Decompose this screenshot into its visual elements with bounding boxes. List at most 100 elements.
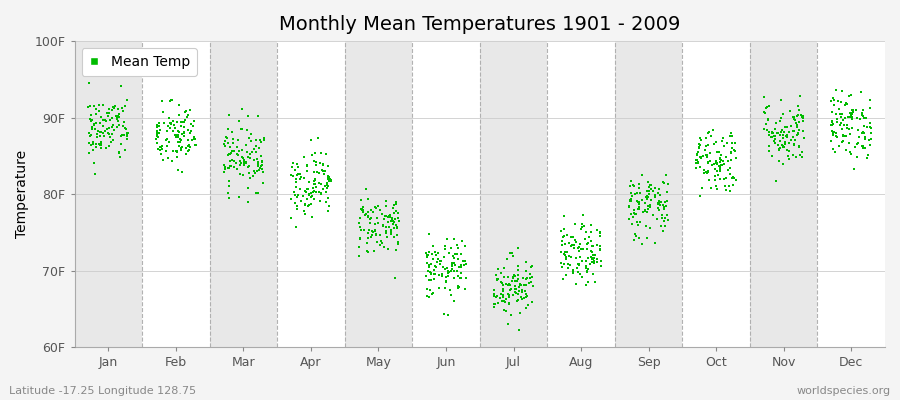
Point	[648, 185, 662, 192]
Point	[305, 188, 320, 195]
Point	[572, 261, 586, 268]
Point	[378, 212, 392, 219]
Point	[792, 152, 806, 158]
Point	[631, 181, 645, 188]
Point	[516, 274, 530, 281]
Point	[626, 182, 641, 189]
Point	[242, 170, 256, 176]
Point	[303, 190, 318, 196]
Bar	[142, 41, 210, 347]
Point	[786, 127, 800, 134]
Point	[444, 268, 458, 274]
Text: worldspecies.org: worldspecies.org	[796, 386, 891, 396]
Point	[427, 276, 441, 282]
Point	[174, 123, 188, 129]
Point	[156, 157, 170, 164]
Point	[156, 98, 170, 104]
Point	[319, 151, 333, 157]
Point	[218, 138, 232, 145]
Point	[112, 154, 127, 160]
Point	[183, 130, 197, 136]
Point	[231, 152, 246, 158]
Point	[848, 144, 862, 150]
Point	[501, 274, 516, 280]
Point	[643, 202, 657, 208]
Point	[169, 119, 184, 126]
Point	[579, 258, 593, 264]
Point	[517, 294, 531, 301]
Point	[224, 157, 238, 164]
Point	[158, 148, 173, 154]
Point	[624, 197, 638, 204]
Point	[562, 262, 577, 268]
Point	[504, 286, 518, 292]
Point	[353, 235, 367, 241]
Point	[790, 112, 805, 118]
Point	[307, 188, 321, 194]
Point	[634, 241, 649, 247]
Point	[642, 206, 656, 212]
Point	[310, 169, 324, 176]
Point	[709, 186, 724, 192]
Point	[701, 176, 716, 183]
Point	[593, 258, 608, 264]
Point	[780, 124, 795, 130]
Point	[252, 144, 266, 151]
Point	[579, 263, 593, 269]
Point	[90, 134, 104, 140]
Point	[443, 287, 457, 294]
Point	[383, 229, 398, 236]
Point	[495, 280, 509, 286]
Point	[88, 120, 103, 126]
Point	[768, 126, 782, 132]
Point	[572, 243, 587, 250]
Point	[172, 102, 186, 108]
Point	[509, 289, 524, 296]
Point	[575, 246, 590, 252]
Point	[166, 128, 180, 134]
Point	[167, 132, 182, 138]
Point	[302, 191, 317, 198]
Point	[241, 135, 256, 141]
Point	[320, 182, 334, 188]
Point	[301, 203, 315, 210]
Point	[236, 155, 250, 162]
Point	[653, 199, 668, 205]
Point	[149, 135, 164, 142]
Point	[459, 261, 473, 267]
Point	[309, 188, 323, 195]
Bar	[210, 41, 277, 347]
Point	[176, 130, 191, 136]
Point	[220, 190, 235, 196]
Point	[320, 182, 335, 189]
Point	[381, 214, 395, 220]
Point	[500, 308, 514, 314]
Point	[586, 256, 600, 262]
Point	[706, 126, 721, 133]
Point	[693, 193, 707, 199]
Point	[568, 220, 582, 227]
Point	[558, 240, 572, 247]
Point	[248, 136, 263, 143]
Point	[660, 212, 674, 218]
Point	[716, 158, 730, 164]
Point	[103, 131, 117, 137]
Point	[85, 126, 99, 132]
Point	[296, 192, 310, 199]
Point	[227, 164, 241, 170]
Point	[363, 216, 377, 222]
Point	[555, 275, 570, 282]
Point	[297, 188, 311, 194]
Point	[112, 150, 127, 156]
Point	[638, 200, 652, 206]
Point	[565, 234, 580, 240]
Point	[724, 133, 739, 140]
Point	[319, 188, 333, 195]
Point	[760, 117, 775, 123]
Point	[628, 231, 643, 237]
Point	[502, 294, 517, 300]
Point	[862, 141, 877, 148]
Point	[309, 184, 323, 190]
Point	[688, 164, 703, 171]
Point	[863, 130, 878, 136]
